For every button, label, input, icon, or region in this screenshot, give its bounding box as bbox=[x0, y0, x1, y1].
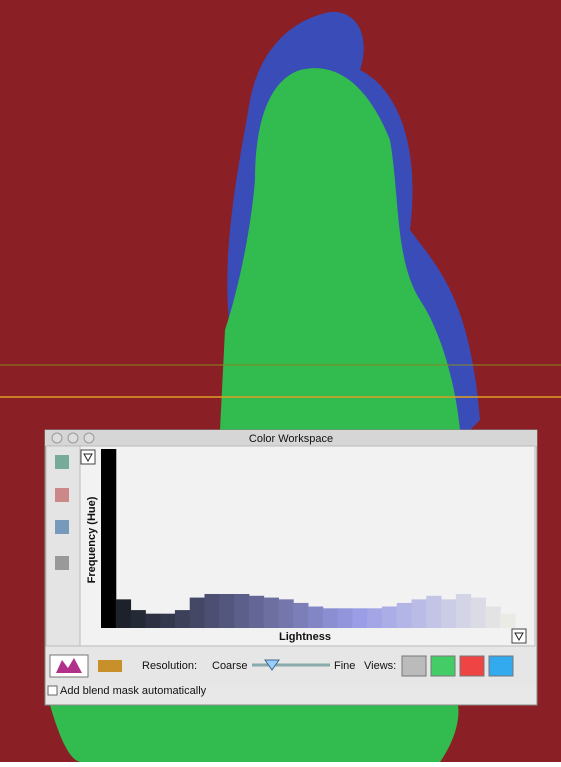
tool-icon[interactable] bbox=[55, 556, 69, 570]
page: {"window": {"title": "Color Workspace"},… bbox=[0, 0, 561, 762]
histogram-bar bbox=[471, 598, 486, 628]
resolution-label: Resolution: bbox=[142, 660, 197, 672]
histogram-bar bbox=[190, 598, 205, 628]
histogram-view-button[interactable] bbox=[50, 655, 88, 677]
view-button[interactable] bbox=[431, 656, 455, 676]
tool-icon[interactable] bbox=[55, 488, 69, 502]
histogram-bar bbox=[175, 610, 190, 628]
histogram-bar bbox=[219, 594, 234, 628]
histogram-bar bbox=[101, 449, 116, 628]
view-button[interactable] bbox=[460, 656, 484, 676]
views-label: Views: bbox=[364, 660, 396, 672]
histogram-bar bbox=[441, 599, 456, 628]
checkbox[interactable] bbox=[48, 686, 57, 695]
histogram-bar bbox=[264, 598, 279, 628]
window-title: Color Workspace bbox=[249, 433, 333, 445]
sidebar bbox=[46, 446, 80, 646]
histogram-bar bbox=[278, 599, 293, 628]
green-mask-bottom bbox=[50, 705, 458, 762]
zoom-button[interactable] bbox=[84, 433, 94, 443]
histogram-bar bbox=[412, 599, 427, 628]
palette-view-button[interactable] bbox=[98, 660, 122, 672]
coarse-label: Coarse bbox=[212, 660, 247, 672]
checkbox-label: Add blend mask automatically bbox=[60, 685, 207, 697]
histogram-bar bbox=[131, 610, 146, 628]
histogram-bar bbox=[323, 608, 338, 628]
histogram-bar bbox=[382, 607, 397, 628]
histogram-bar bbox=[367, 608, 382, 628]
minimize-button[interactable] bbox=[68, 433, 78, 443]
window: Color Workspace Frequency (Hue) Lightnes… bbox=[45, 430, 537, 705]
fine-label: Fine bbox=[334, 660, 355, 672]
histogram-bar bbox=[145, 614, 160, 628]
histogram-bar bbox=[205, 594, 220, 628]
histogram-bar bbox=[234, 594, 249, 628]
histogram-bar bbox=[160, 614, 175, 628]
screen: Color Workspace Frequency (Hue) Lightnes… bbox=[0, 0, 561, 762]
histogram-bar bbox=[456, 594, 471, 628]
tool-icon[interactable] bbox=[55, 520, 69, 534]
view-button[interactable] bbox=[489, 656, 513, 676]
histogram-bar bbox=[426, 596, 441, 628]
y-axis-label: Frequency (Hue) bbox=[86, 496, 98, 583]
tool-icon[interactable] bbox=[55, 455, 69, 469]
close-button[interactable] bbox=[52, 433, 62, 443]
histogram-bar bbox=[293, 603, 308, 628]
view-button[interactable] bbox=[402, 656, 426, 676]
histogram-bar bbox=[116, 599, 131, 628]
x-axis-label: Lightness bbox=[279, 631, 331, 643]
histogram-bar bbox=[485, 607, 500, 628]
histogram-bar bbox=[249, 596, 264, 628]
histogram-bar bbox=[397, 603, 412, 628]
histogram-bar bbox=[352, 608, 367, 628]
histogram-bar bbox=[500, 614, 515, 628]
histogram-bar bbox=[338, 608, 353, 628]
histogram-bar bbox=[308, 607, 323, 628]
